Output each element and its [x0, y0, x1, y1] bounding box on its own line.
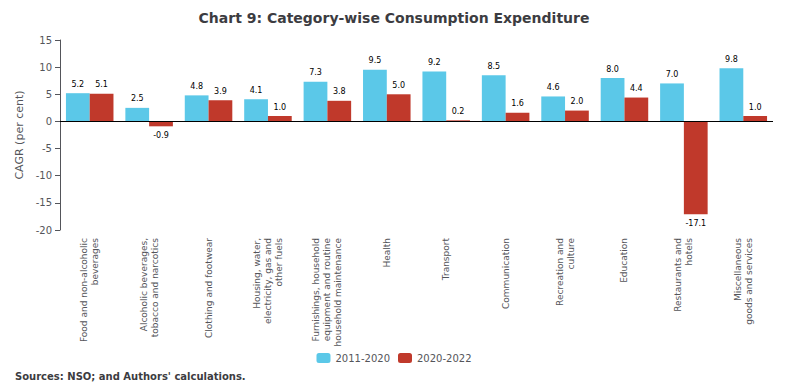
svg-text:8.0: 8.0 — [606, 65, 619, 74]
svg-text:CAGR (per cent): CAGR (per cent) — [13, 90, 26, 179]
svg-text:hotels: hotels — [684, 238, 694, 266]
svg-text:household maintenance: household maintenance — [333, 238, 343, 347]
svg-text:2020-2022: 2020-2022 — [417, 353, 472, 364]
svg-text:-20: -20 — [36, 225, 52, 236]
svg-text:3.9: 3.9 — [214, 87, 227, 96]
svg-text:2.5: 2.5 — [131, 94, 144, 103]
svg-text:0.2: 0.2 — [452, 107, 465, 116]
svg-text:Clothing and footwear: Clothing and footwear — [204, 238, 214, 338]
svg-text:5.0: 5.0 — [392, 81, 405, 90]
svg-text:7.0: 7.0 — [666, 70, 679, 79]
svg-text:5.1: 5.1 — [95, 80, 108, 89]
svg-text:Restaurants and: Restaurants and — [673, 238, 683, 312]
svg-text:9.2: 9.2 — [428, 58, 441, 67]
svg-text:4.1: 4.1 — [250, 86, 263, 95]
svg-text:8.5: 8.5 — [487, 62, 500, 71]
svg-text:equipment and routine: equipment and routine — [322, 238, 332, 342]
svg-text:Food and non-alcoholic: Food and non-alcoholic — [79, 238, 89, 342]
svg-text:-5: -5 — [42, 143, 52, 154]
svg-text:Health: Health — [382, 238, 392, 268]
svg-text:other fuels: other fuels — [274, 238, 284, 287]
svg-text:5.2: 5.2 — [71, 80, 84, 89]
svg-text:7.3: 7.3 — [309, 68, 322, 77]
svg-text:Miscellaneous: Miscellaneous — [733, 238, 743, 301]
svg-text:0: 0 — [46, 116, 52, 127]
svg-text:Sources:: Sources: — [15, 371, 64, 382]
svg-text:4.8: 4.8 — [190, 82, 203, 91]
svg-text:Communication: Communication — [501, 238, 511, 309]
svg-text:9.8: 9.8 — [725, 55, 738, 64]
svg-text:10: 10 — [39, 62, 52, 73]
svg-text:2.0: 2.0 — [571, 97, 584, 106]
svg-text:-17.1: -17.1 — [685, 219, 706, 228]
svg-text:1.0: 1.0 — [749, 103, 762, 112]
svg-text:electricity, gas and: electricity, gas and — [263, 238, 273, 324]
svg-text:tobacco and narcotics: tobacco and narcotics — [150, 238, 160, 337]
svg-text:Alcoholic beverages,: Alcoholic beverages, — [139, 238, 149, 331]
svg-text:2011-2020: 2011-2020 — [335, 353, 390, 364]
svg-text:Transport: Transport — [441, 238, 451, 282]
svg-text:9.5: 9.5 — [369, 56, 382, 65]
svg-text:culture: culture — [566, 238, 576, 270]
svg-text:Housing, water,: Housing, water, — [252, 238, 262, 309]
svg-text:Chart 9: Category-wise Consump: Chart 9: Category-wise Consumption Expen… — [199, 10, 590, 26]
svg-text:4.4: 4.4 — [630, 84, 643, 93]
svg-text:4.6: 4.6 — [547, 83, 560, 92]
svg-text:NSO; and Authors' calculations: NSO; and Authors' calculations. — [67, 371, 245, 382]
svg-text:beverages: beverages — [90, 238, 100, 286]
svg-text:Recreation and: Recreation and — [555, 238, 565, 306]
svg-text:1.6: 1.6 — [511, 99, 524, 108]
svg-text:15: 15 — [39, 35, 52, 46]
svg-text:3.8: 3.8 — [333, 87, 346, 96]
svg-text:5: 5 — [46, 89, 52, 100]
svg-text:Furnishings, household: Furnishings, household — [311, 238, 321, 341]
svg-text:-10: -10 — [36, 170, 52, 181]
svg-text:Education: Education — [619, 238, 629, 283]
svg-text:goods and services: goods and services — [744, 238, 754, 325]
svg-text:-15: -15 — [36, 197, 52, 208]
svg-text:-0.9: -0.9 — [153, 131, 169, 140]
svg-text:1.0: 1.0 — [273, 103, 286, 112]
